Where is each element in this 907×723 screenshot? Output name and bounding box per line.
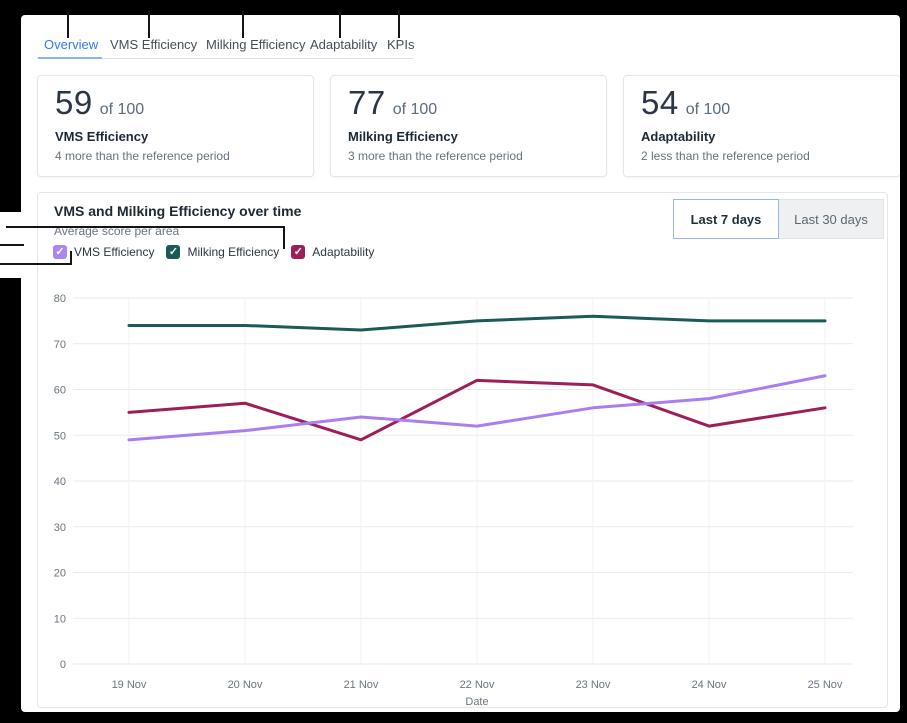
tab-adaptability[interactable]: Adaptability xyxy=(310,37,378,52)
metric-card-adaptability: 54 of 100 Adaptability 2 less than the r… xyxy=(623,75,900,177)
checkbox-checked-icon[interactable]: ✓ xyxy=(291,245,306,259)
tabs-divider xyxy=(37,58,413,59)
svg-text:24 Nov: 24 Nov xyxy=(692,679,727,691)
annotation-line xyxy=(283,226,285,249)
annotation-tick xyxy=(398,10,400,38)
legend-item-vms-efficiency[interactable]: ✓ VMS Efficiency xyxy=(53,245,154,259)
annotation-line xyxy=(0,263,72,265)
svg-text:21 Nov: 21 Nov xyxy=(344,679,379,691)
svg-text:30: 30 xyxy=(54,522,66,534)
tab-vms-efficiency[interactable]: VMS Efficiency xyxy=(110,37,198,52)
metric-comparison: 4 more than the reference period xyxy=(55,149,230,163)
svg-text:25 Nov: 25 Nov xyxy=(808,679,843,691)
chart-title: VMS and Milking Efficiency over time xyxy=(54,203,302,219)
svg-text:20: 20 xyxy=(54,568,66,580)
svg-text:22 Nov: 22 Nov xyxy=(460,679,495,691)
date-range-toggle: Last 7 days Last 30 days xyxy=(673,199,884,239)
svg-text:0: 0 xyxy=(60,659,66,671)
metric-title: Milking Efficiency xyxy=(348,129,458,144)
legend-item-milking-efficiency[interactable]: ✓ Milking Efficiency xyxy=(166,245,279,259)
chart-legend: ✓ VMS Efficiency ✓ Milking Efficiency ✓ … xyxy=(53,245,374,259)
last-30-days-button[interactable]: Last 30 days xyxy=(778,199,884,239)
score-denominator: of 100 xyxy=(99,101,145,118)
annotation-line xyxy=(0,244,24,246)
tab-milking-efficiency[interactable]: Milking Efficiency xyxy=(206,37,306,52)
metric-card-vms-efficiency: 59 of 100 VMS Efficiency 4 more than the… xyxy=(37,75,314,177)
metric-title: Adaptability xyxy=(641,129,716,144)
svg-text:80: 80 xyxy=(54,293,66,305)
efficiency-line-chart: 0 10 20 30 40 50 60 70 80 19 Nov 20 Nov 21 Nov 22 No… xyxy=(54,293,853,707)
metric-score: 59 of 100 xyxy=(55,84,296,122)
annotation-tick xyxy=(148,10,150,38)
tab-overview[interactable]: Overview xyxy=(44,37,99,52)
checkbox-checked-icon[interactable]: ✓ xyxy=(53,245,67,259)
legend-label: VMS Efficiency xyxy=(74,245,155,259)
checkbox-checked-icon[interactable]: ✓ xyxy=(166,245,181,259)
legend-item-adaptability[interactable]: ✓ Adaptability xyxy=(291,245,374,259)
active-tab-underline xyxy=(38,57,102,59)
svg-text:70: 70 xyxy=(54,339,66,351)
metric-score: 54 of 100 xyxy=(641,84,883,122)
svg-text:Date: Date xyxy=(465,696,488,707)
svg-text:23 Nov: 23 Nov xyxy=(576,679,611,691)
svg-text:50: 50 xyxy=(54,430,66,442)
svg-text:19 Nov: 19 Nov xyxy=(112,679,147,691)
legend-label: Adaptability xyxy=(312,245,375,259)
svg-text:10: 10 xyxy=(54,613,66,625)
score-value: 77 xyxy=(348,84,386,121)
metric-card-milking-efficiency: 77 of 100 Milking Efficiency 3 more than… xyxy=(330,75,607,177)
svg-text:20 Nov: 20 Nov xyxy=(228,679,263,691)
metric-score: 77 of 100 xyxy=(348,84,589,122)
score-value: 59 xyxy=(55,84,93,121)
metric-comparison: 3 more than the reference period xyxy=(348,149,523,163)
last-7-days-button[interactable]: Last 7 days xyxy=(673,199,779,239)
svg-text:60: 60 xyxy=(54,385,66,397)
annotation-tick xyxy=(242,10,244,38)
score-denominator: of 100 xyxy=(685,101,731,118)
main-panel: Overview VMS Efficiency Milking Efficien… xyxy=(21,15,900,712)
annotation-tick xyxy=(339,10,341,38)
chart-card: VMS and Milking Efficiency over time Ave… xyxy=(37,192,888,708)
annotation-line xyxy=(6,226,285,228)
metric-comparison: 2 less than the reference period xyxy=(641,149,810,163)
score-value: 54 xyxy=(641,84,679,121)
legend-label: Milking Efficiency xyxy=(187,245,280,259)
annotation-tick xyxy=(67,10,69,38)
tab-kpis[interactable]: KPIs xyxy=(387,37,415,52)
svg-text:40: 40 xyxy=(54,476,66,488)
score-denominator: of 100 xyxy=(392,101,438,118)
annotation-line xyxy=(70,251,72,265)
metric-title: VMS Efficiency xyxy=(55,129,149,144)
